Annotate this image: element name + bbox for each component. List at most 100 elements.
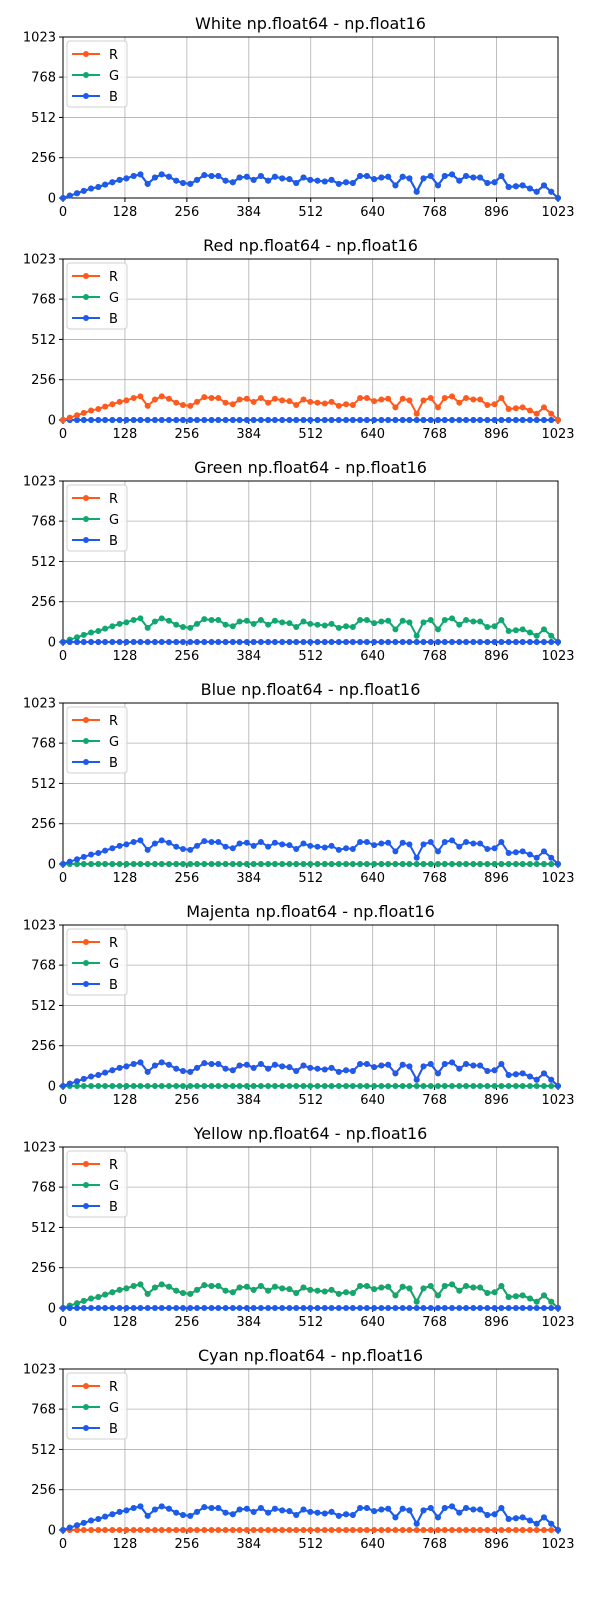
data-point-B [491, 179, 498, 186]
x-tick-label: 896 [484, 205, 509, 220]
data-point-B [109, 1511, 116, 1518]
data-point-B [265, 1509, 272, 1516]
y-tick-label: 512 [31, 1221, 56, 1236]
data-point-R [335, 1527, 342, 1533]
data-point-R [357, 394, 364, 401]
data-point-G [300, 1083, 307, 1089]
data-point-B [343, 179, 350, 186]
data-point-G [151, 1284, 158, 1291]
y-tick-label: 256 [31, 595, 56, 610]
data-point-B [293, 1068, 300, 1075]
y-tick-label: 1023 [23, 697, 56, 712]
data-point-G [80, 631, 87, 638]
data-point-B [95, 1515, 102, 1522]
data-point-B [533, 639, 540, 645]
data-point-G [250, 1286, 257, 1293]
y-tick-label: 1023 [23, 1363, 56, 1378]
data-point-G [271, 1083, 278, 1089]
data-point-B [158, 1503, 165, 1510]
data-point-G [158, 1281, 165, 1288]
data-point-R [349, 1527, 356, 1533]
data-point-G [349, 861, 356, 867]
data-point-B [349, 180, 356, 187]
data-point-B [540, 1514, 547, 1521]
data-point-B [519, 1070, 526, 1077]
data-point-G [116, 1083, 123, 1089]
data-point-R [243, 1527, 250, 1533]
data-point-B [378, 1506, 385, 1513]
data-point-G [371, 1286, 378, 1293]
data-point-B [208, 1305, 215, 1311]
data-point-B [477, 840, 484, 847]
data-point-G [512, 861, 519, 867]
data-point-B [74, 856, 81, 863]
chart-title: Majenta np.float64 - np.float16 [186, 902, 435, 921]
data-point-B [349, 1068, 356, 1075]
data-point-B [378, 174, 385, 181]
data-point-R [286, 398, 293, 405]
data-point-G [95, 861, 102, 867]
data-point-G [385, 861, 392, 867]
data-point-B [343, 1305, 350, 1311]
legend-marker-R [83, 1383, 89, 1389]
data-point-G [130, 1282, 137, 1289]
data-point-G [357, 1282, 364, 1289]
data-point-G [165, 1283, 172, 1290]
data-point-B [151, 174, 158, 181]
data-point-G [208, 1282, 215, 1289]
data-point-B [335, 846, 342, 853]
data-point-B [66, 1305, 73, 1311]
data-point-G [363, 616, 370, 623]
data-point-B [194, 1508, 201, 1515]
data-point-B [102, 1305, 109, 1311]
data-point-R [201, 394, 208, 401]
x-tick-label: 0 [59, 871, 67, 886]
data-point-B [229, 1067, 236, 1074]
data-point-G [343, 1083, 350, 1089]
data-point-G [180, 1290, 186, 1297]
data-point-R [491, 401, 498, 408]
data-point-B [222, 177, 229, 184]
data-point-R [173, 1527, 180, 1533]
data-point-B [399, 1505, 406, 1512]
data-point-G [420, 861, 427, 867]
data-point-R [526, 407, 533, 414]
data-point-R [363, 394, 370, 401]
data-point-G [371, 1083, 378, 1089]
data-point-G [363, 861, 370, 867]
x-tick-label: 384 [236, 649, 261, 664]
x-tick-label: 512 [298, 871, 323, 886]
data-point-R [498, 394, 505, 401]
data-point-G [116, 1286, 123, 1293]
x-tick-label: 0 [59, 1537, 67, 1552]
x-tick-label: 640 [360, 427, 385, 442]
data-point-B [265, 1065, 272, 1072]
data-point-G [158, 615, 165, 622]
data-point-B [208, 1060, 215, 1067]
data-point-B [173, 639, 180, 645]
data-point-B [540, 1070, 547, 1077]
data-point-B [540, 639, 547, 645]
data-point-R [187, 402, 194, 409]
data-point-B [222, 1509, 229, 1516]
data-point-G [477, 1284, 484, 1291]
data-point-G [512, 627, 519, 634]
data-point-B [80, 1519, 87, 1526]
data-point-G [158, 1083, 165, 1089]
data-point-G [463, 1083, 470, 1089]
data-point-B [102, 639, 109, 645]
chart-panel-2: Green np.float64 - np.float16 0 128 256 384 5… [23, 458, 575, 664]
data-point-G [286, 1286, 293, 1293]
data-point-B [137, 1305, 144, 1311]
data-point-G [484, 1290, 491, 1297]
x-tick-label: 384 [236, 871, 261, 886]
data-point-B [158, 1305, 165, 1311]
data-point-G [470, 861, 477, 867]
data-point-B [413, 1076, 420, 1083]
data-point-B [88, 1305, 95, 1311]
data-point-B [314, 1065, 321, 1072]
legend: RGB [66, 928, 128, 996]
data-point-B [519, 1305, 526, 1311]
data-point-B [109, 1305, 116, 1311]
x-tick-label: 256 [174, 871, 199, 886]
